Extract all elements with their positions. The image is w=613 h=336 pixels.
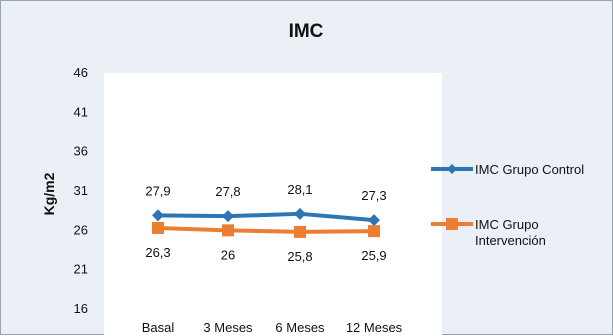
data-label: 25,8 bbox=[287, 249, 312, 264]
series-2: 26,3 26 25,8 25,9 bbox=[145, 221, 387, 264]
data-point-marker bbox=[152, 221, 164, 234]
legend-item: IMC Grupo Control bbox=[431, 162, 584, 177]
y-tick-label: 36 bbox=[74, 144, 88, 159]
series-1: 27,9 27,8 28,1 27,3 bbox=[145, 182, 387, 227]
legend-marker bbox=[447, 164, 457, 174]
x-tick-label: Basal bbox=[142, 320, 175, 335]
data-point-marker bbox=[294, 225, 306, 238]
y-tick-label: 26 bbox=[74, 222, 88, 237]
data-label: 27,8 bbox=[215, 184, 240, 199]
chart-title: IMC bbox=[289, 21, 324, 42]
x-tick-label: 3 Meses bbox=[203, 320, 253, 335]
x-tick-label: 6 Meses bbox=[275, 320, 325, 335]
data-point-marker bbox=[368, 225, 380, 238]
legend-marker bbox=[446, 218, 458, 230]
plot-area bbox=[104, 73, 442, 336]
y-tick-label: 21 bbox=[74, 262, 88, 277]
data-point-marker bbox=[222, 210, 234, 223]
data-point-marker bbox=[294, 207, 306, 220]
x-axis: Basal 3 Meses 6 Meses 12 Meses bbox=[142, 320, 403, 335]
data-label: 26 bbox=[221, 247, 235, 262]
data-label: 27,3 bbox=[361, 188, 386, 203]
y-tick-label: 46 bbox=[74, 65, 88, 80]
legend-label: IMC Grupo Control bbox=[475, 162, 584, 177]
series-line bbox=[157, 225, 375, 234]
y-tick-label: 41 bbox=[74, 104, 88, 119]
legend-label: Intervención bbox=[475, 233, 546, 248]
x-tick-label: 12 Meses bbox=[346, 320, 403, 335]
data-label: 28,1 bbox=[287, 182, 312, 197]
y-tick-label: 31 bbox=[74, 183, 88, 198]
y-tick-label: 16 bbox=[74, 301, 88, 316]
legend-label: IMC Grupo bbox=[475, 217, 539, 232]
data-point-marker bbox=[222, 224, 234, 237]
y-axis: 16 21 26 31 36 41 46 bbox=[74, 65, 88, 316]
data-point-marker bbox=[368, 214, 380, 227]
data-label: 27,9 bbox=[145, 183, 170, 198]
data-point-marker bbox=[152, 209, 164, 222]
series-layer: 27,9 27,8 28,1 27,3 26,3 26 25,8 25,9 bbox=[145, 182, 386, 264]
data-label: 25,9 bbox=[361, 248, 386, 263]
y-axis-label: Kg/m2 bbox=[41, 172, 57, 215]
data-label: 26,3 bbox=[145, 245, 170, 260]
series-line bbox=[157, 211, 375, 223]
